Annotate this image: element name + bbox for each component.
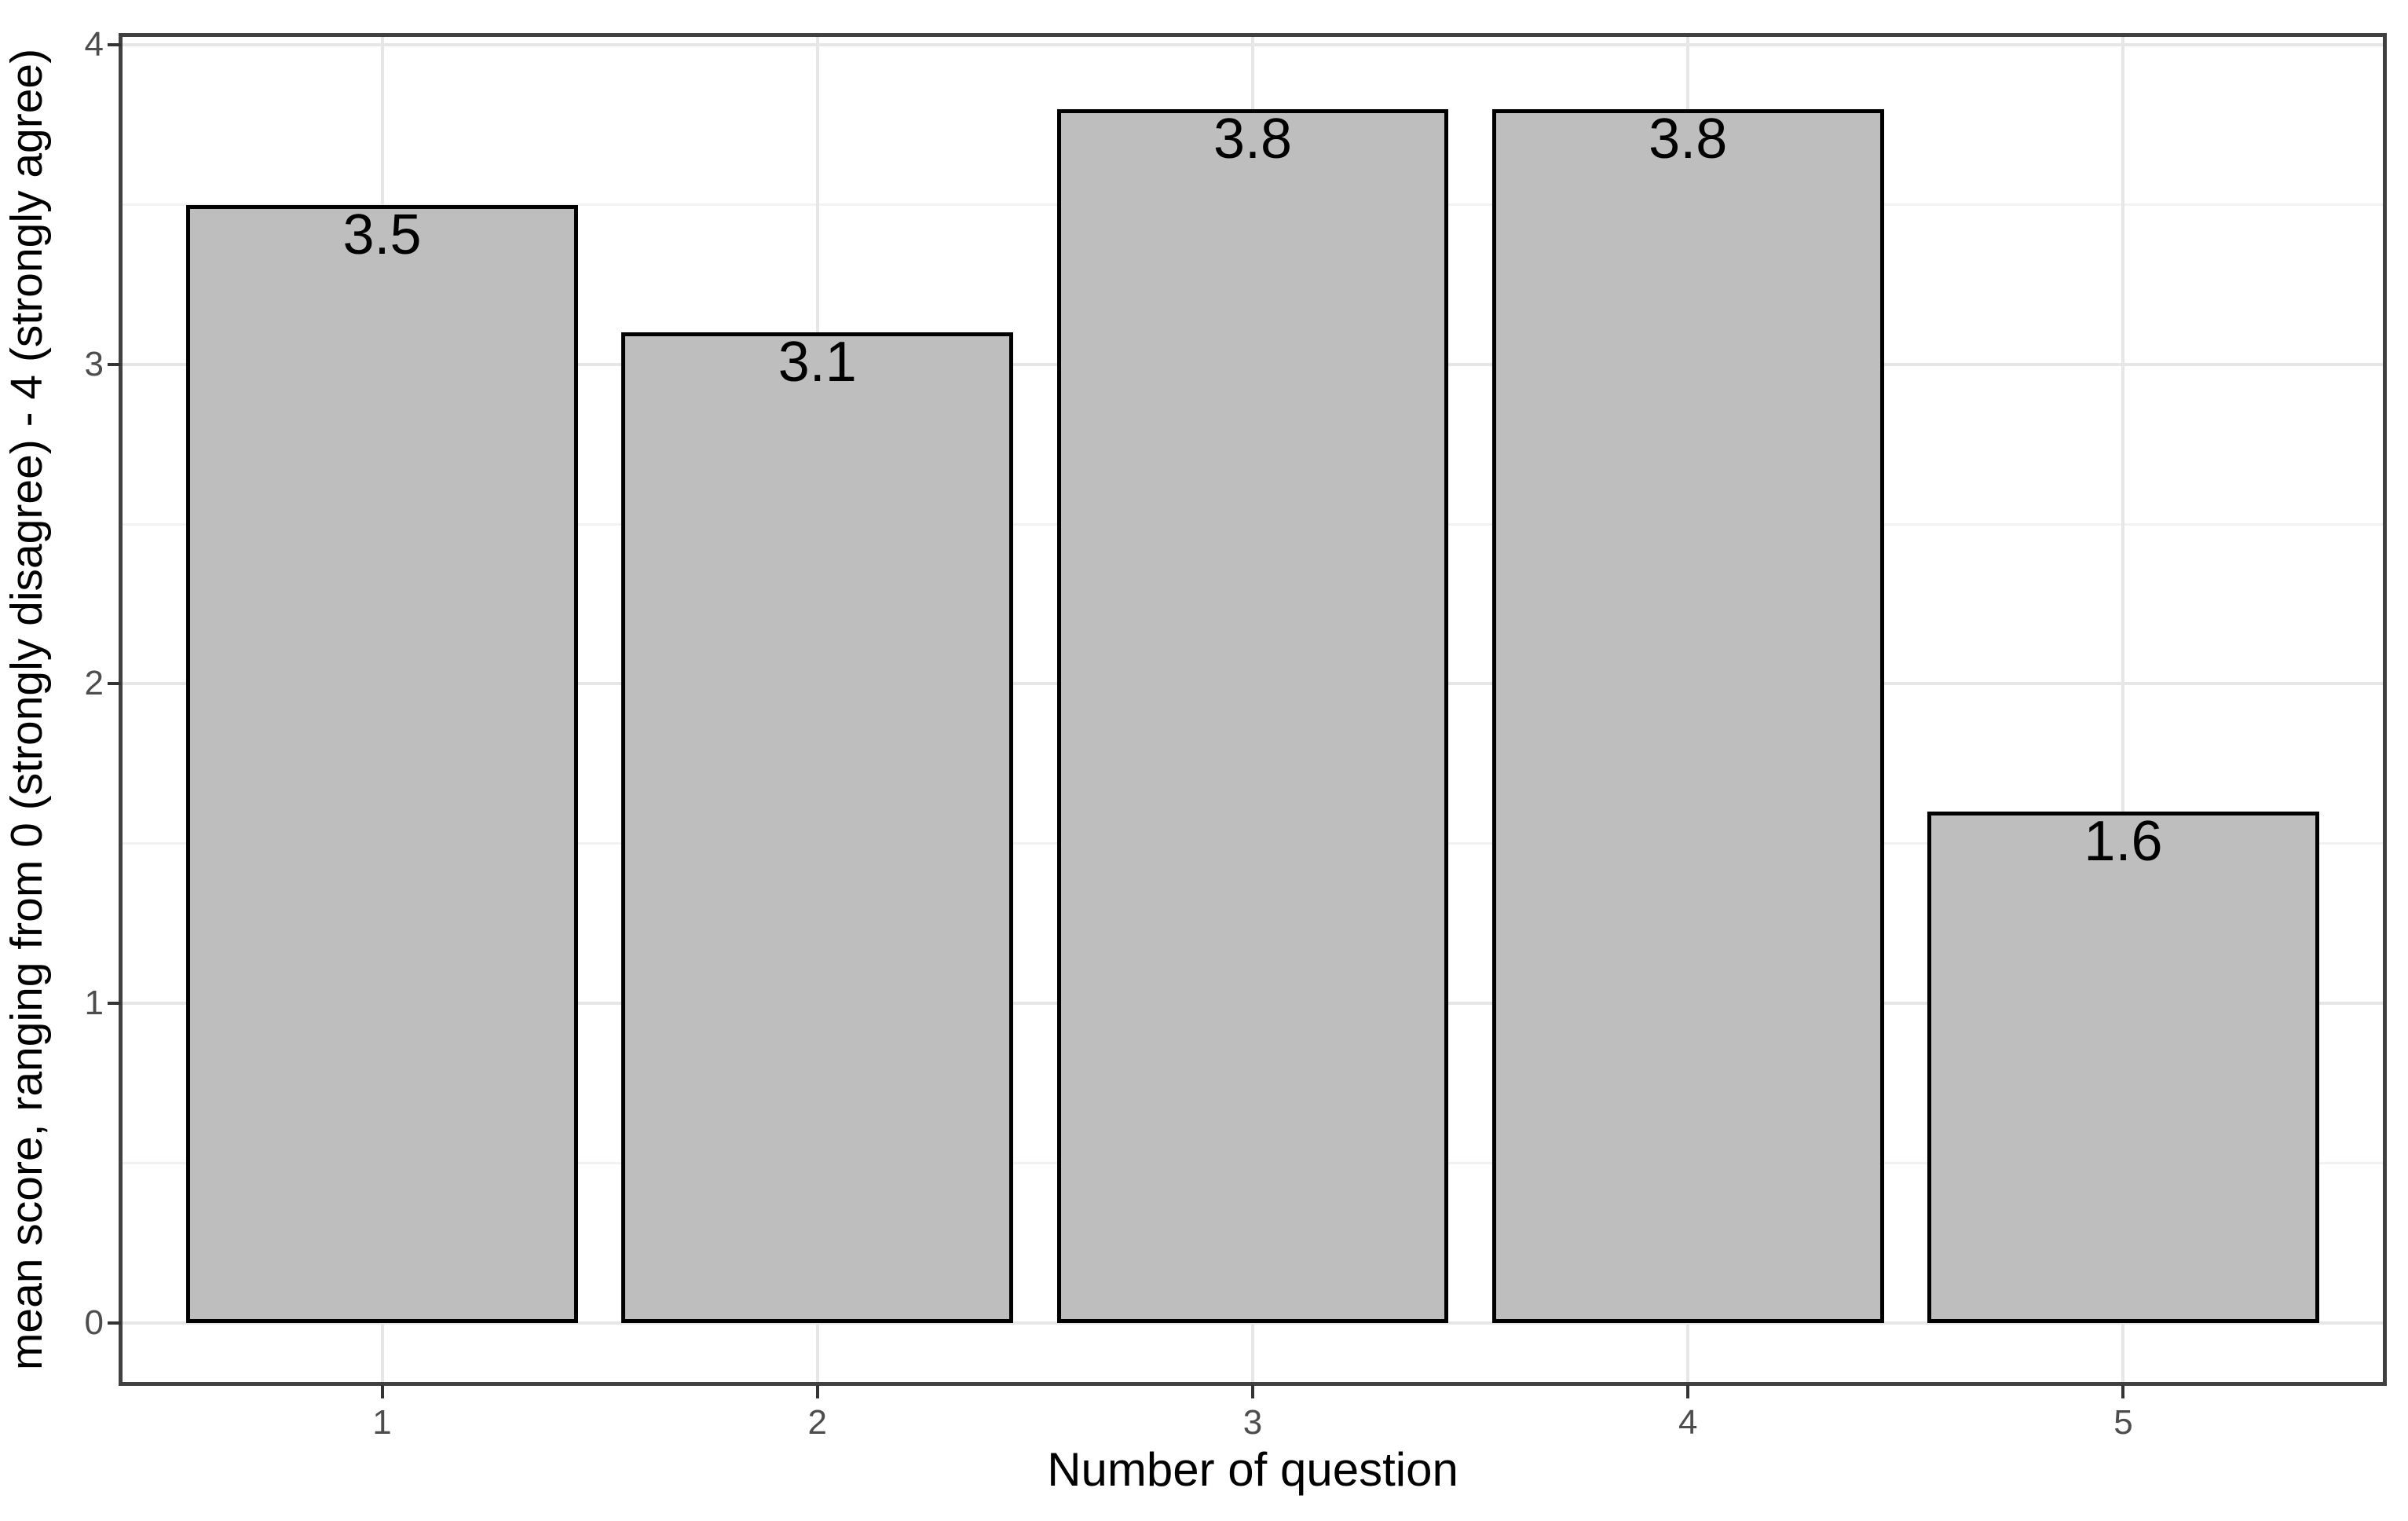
gridline-x-major xyxy=(2121,35,2125,1384)
y-axis-title: mean score, ranging from 0 (strongly dis… xyxy=(2,48,52,1371)
bar-question-2 xyxy=(621,332,1014,1323)
y-tick-label: 0 xyxy=(84,1303,104,1342)
y-tick-label: 2 xyxy=(84,664,104,703)
x-tick-label: 5 xyxy=(2113,1403,2133,1442)
x-tick-mark xyxy=(1251,1385,1254,1398)
y-tick-label: 3 xyxy=(84,344,104,383)
bar-value-label: 3.8 xyxy=(1213,107,1293,170)
plot-panel: 3.5 3.1 3.8 3.8 1.6 xyxy=(121,35,2384,1384)
bar-value-label: 1.6 xyxy=(2084,810,2163,874)
x-tick-mark xyxy=(815,1385,819,1398)
x-axis-title: Number of question xyxy=(1047,1443,1458,1496)
x-tick-label: 3 xyxy=(1242,1403,1263,1442)
y-tick-mark xyxy=(108,362,121,366)
bar-value-label: 3.1 xyxy=(778,331,857,394)
y-tick-mark xyxy=(108,1002,121,1006)
y-tick-label: 1 xyxy=(84,984,104,1023)
y-tick-mark xyxy=(108,43,121,47)
bar-question-1 xyxy=(186,204,578,1323)
y-tick-mark xyxy=(108,682,121,686)
x-tick-label: 4 xyxy=(1678,1403,1698,1442)
x-tick-label: 1 xyxy=(372,1403,392,1442)
x-tick-mark xyxy=(380,1385,384,1398)
x-tick-mark xyxy=(1686,1385,1690,1398)
bar-question-5 xyxy=(1927,812,2319,1323)
y-tick-mark xyxy=(108,1321,121,1325)
bar-question-4 xyxy=(1491,108,1884,1323)
y-tick-label: 4 xyxy=(84,25,104,64)
x-tick-mark xyxy=(2121,1385,2125,1398)
bar-value-label: 3.5 xyxy=(342,203,422,266)
x-tick-label: 2 xyxy=(807,1403,827,1442)
bar-question-3 xyxy=(1056,108,1449,1323)
bar-value-label: 3.8 xyxy=(1649,107,1728,170)
